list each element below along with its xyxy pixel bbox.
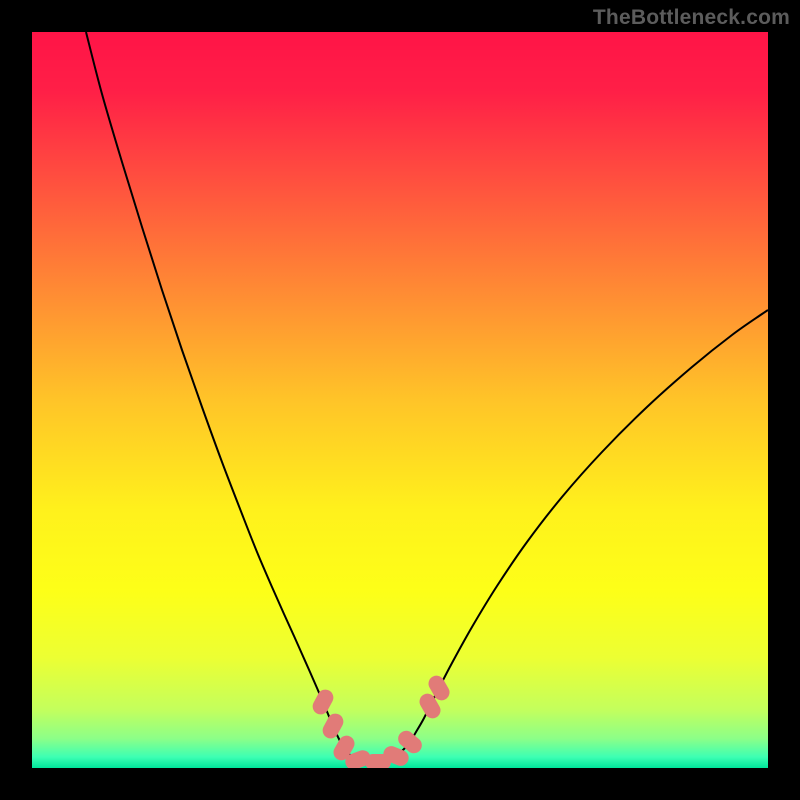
chart-plot-area (32, 32, 768, 768)
chart-background (32, 32, 768, 768)
chart-svg (32, 32, 768, 768)
watermark-text: TheBottleneck.com (593, 6, 790, 30)
